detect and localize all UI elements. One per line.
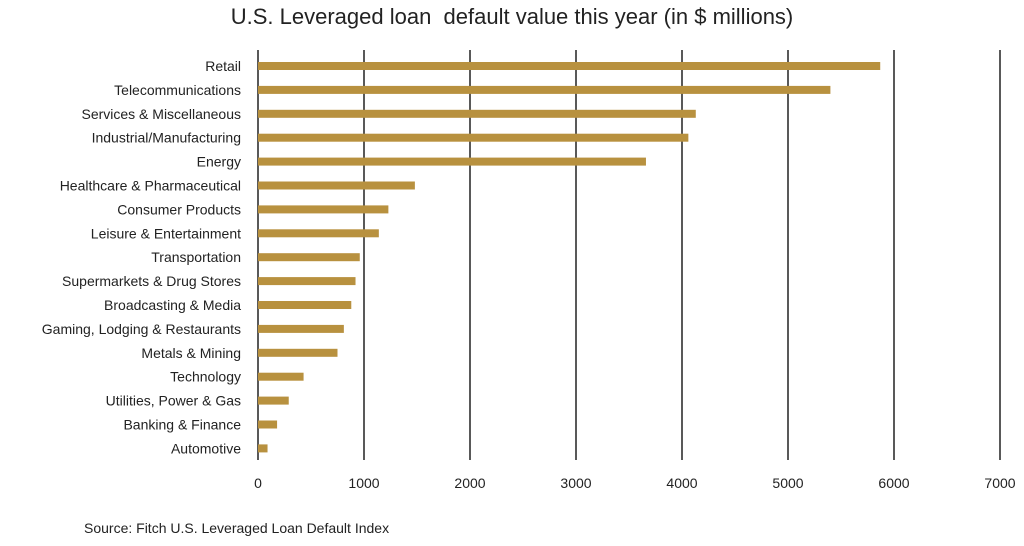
- category-labels: Retail Telecommunications Services & Misce…: [42, 58, 241, 456]
- category-label: Automotive: [171, 440, 241, 456]
- bar: [258, 420, 278, 429]
- bar: [258, 444, 268, 453]
- category-label: Retail: [205, 58, 241, 74]
- category-label: Banking & Finance: [123, 417, 241, 433]
- bar: [258, 277, 356, 286]
- category-label: Leisure & Entertainment: [91, 225, 241, 241]
- category-label: Industrial/Manufacturing: [92, 130, 241, 146]
- category-label: Transportation: [151, 249, 241, 265]
- bar: [258, 396, 289, 405]
- chart-title: U.S. Leveraged loan default value this y…: [230, 4, 794, 29]
- bar: [258, 157, 646, 166]
- bar: [258, 372, 304, 381]
- x-tick-label: 2000: [454, 475, 485, 491]
- bar: [258, 324, 344, 333]
- x-tick-label: 5000: [772, 475, 803, 491]
- bar: [258, 253, 360, 262]
- x-tick-label: 1000: [348, 475, 379, 491]
- category-label: Healthcare & Pharmaceutical: [60, 178, 241, 194]
- category-label: Telecommunications: [114, 82, 241, 98]
- bar: [258, 109, 696, 118]
- x-tick-label: 7000: [984, 475, 1015, 491]
- category-label: Services & Miscellaneous: [81, 106, 241, 122]
- bar: [258, 85, 831, 94]
- bar: [258, 348, 338, 357]
- category-label: Gaming, Lodging & Restaurants: [42, 321, 241, 337]
- category-label: Technology: [170, 369, 241, 385]
- x-tick-label: 3000: [560, 475, 591, 491]
- category-label: Broadcasting & Media: [104, 297, 241, 313]
- category-label: Supermarkets & Drug Stores: [62, 273, 241, 289]
- grid-lines: [257, 50, 1001, 460]
- category-label: Utilities, Power & Gas: [106, 393, 241, 409]
- bar: [258, 229, 379, 238]
- category-label: Energy: [197, 154, 241, 170]
- x-tick-label: 6000: [878, 475, 909, 491]
- x-tick-labels: 0 1000 2000 3000 4000 5000 6000 7000: [254, 475, 1016, 491]
- bar: [258, 205, 389, 214]
- bar: [258, 62, 881, 70]
- bar: [258, 181, 415, 190]
- bar: [258, 133, 689, 142]
- bar: [258, 301, 352, 309]
- bars: [258, 62, 881, 453]
- category-label: Consumer Products: [117, 201, 241, 217]
- category-label: Metals & Mining: [141, 345, 241, 361]
- source-note: Source: Fitch U.S. Leveraged Loan Defaul…: [84, 520, 390, 536]
- x-tick-label: 0: [254, 475, 262, 491]
- x-tick-label: 4000: [666, 475, 697, 491]
